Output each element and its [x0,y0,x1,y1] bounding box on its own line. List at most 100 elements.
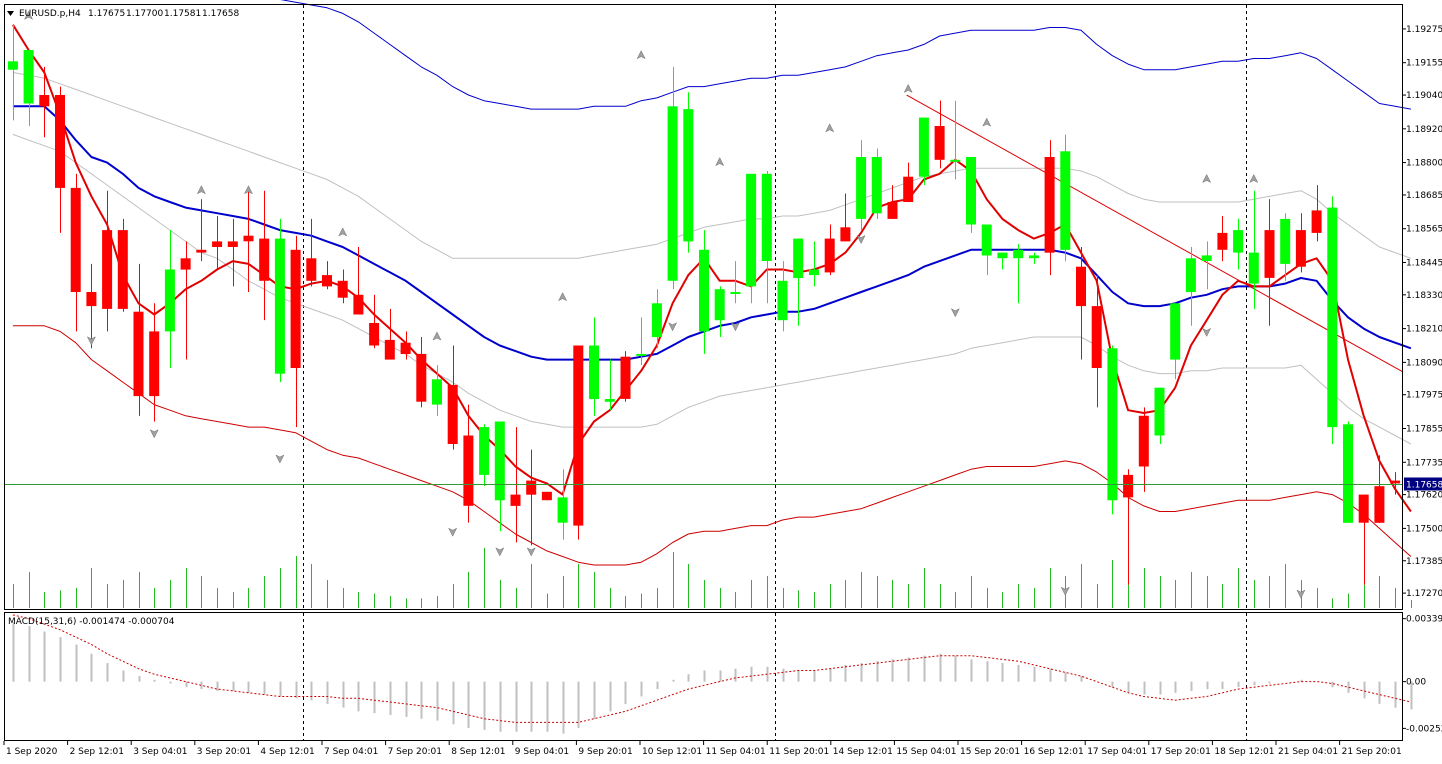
fractal-down-arrow [1296,589,1306,599]
band-lower-inner [12,133,1412,445]
time-tick-label: 16 Sep 12:01 [1024,747,1084,757]
time-tick-label: 18 Sep 12:01 [1214,747,1274,757]
candle-bear [149,331,160,397]
candle-bull [683,109,694,242]
candle-bear [934,126,945,160]
band-lower-outer [12,325,1412,566]
ohlc-high: 1.17700 [126,9,163,19]
candle-bear [117,230,128,309]
fractal-up-arrow [1249,173,1259,184]
candle-bear [887,202,898,219]
time-tick-label: 17 Sep 04:01 [1087,747,1147,757]
candle-bull [557,497,568,523]
candle-bull [1343,424,1353,523]
fractal-up-arrow [715,157,725,167]
macd-tick-label: 0.003395 [1406,615,1442,625]
candle-bear [227,241,238,247]
candle-bear [86,292,97,307]
candle-bear [1076,266,1086,307]
candle-bear [1091,306,1102,368]
current-price-label: 1.17658 [1406,481,1442,491]
candle-bull [714,289,725,321]
price-tick-label: 1.18445 [1406,258,1442,268]
fractal-down-arrow [856,234,866,245]
candle-bull [871,157,882,214]
price-tick-label: 1.17855 [1406,425,1442,435]
fractal-up-arrow [432,331,442,341]
candle-bull [950,159,961,162]
current-price-badge [1404,477,1442,491]
fractal-down-arrow [86,336,96,346]
candle-bull [1060,151,1071,250]
candle-bear [1217,232,1228,250]
fractal-down-arrow [730,322,740,332]
fractal-up-arrow [24,10,34,20]
price-tick-label: 1.18565 [1406,225,1442,235]
candle-bear [180,258,191,270]
fractal-down-arrow [950,308,960,318]
candle-bear [1138,415,1149,467]
candle-bear [384,339,395,360]
candles [7,24,1401,585]
fractal-down-arrow [495,547,505,557]
candle-bull [1107,348,1118,501]
candle-bull [966,157,976,225]
candle-bull [793,238,804,278]
time-tick-label: 15 Sep 20:01 [960,747,1020,757]
candle-bear [39,95,50,107]
fractal-up-arrow [558,292,568,302]
candle-bear [1358,494,1369,523]
time-tick-label: 21 Sep 20:01 [1342,747,1402,757]
candle-bull [23,50,34,104]
time-tick-label: 21 Sep 04:01 [1278,747,1338,757]
ohlc-close: 1.17658 [202,9,239,19]
time-tick-label: 17 Sep 20:01 [1151,747,1211,757]
symbol-dropdown-icon[interactable] [7,11,14,16]
candle-bear [337,280,348,298]
candle-bear [463,435,474,506]
price-tick-label: 1.17385 [1406,557,1442,567]
candle-bear [243,235,254,242]
symbol-header: EURUSD.p,H4 [19,9,81,19]
candle-bull [856,157,867,219]
candle-bull [1154,387,1165,436]
candle-bull [1233,230,1244,253]
candle-bear [290,249,301,368]
price-tick-label: 1.17735 [1406,458,1442,468]
fractal-down-arrow [149,429,159,439]
candle-bear [369,323,380,346]
fractal-up-arrow [196,185,206,195]
candle-bull [1248,252,1259,284]
candle-bull [746,173,757,287]
candle-bear [840,227,851,242]
price-tick-label: 1.17500 [1406,524,1442,534]
ohlc-open: 1.17675 [88,9,125,19]
trend-line [906,94,1404,373]
price-tick-label: 1.19275 [1406,25,1442,35]
candle-bear [447,384,458,444]
candle-bull [918,117,929,177]
candle-bear [541,491,552,501]
fractal-up-arrow [636,50,646,60]
fractal-down-arrow [1202,327,1212,337]
fractal-up-arrow [1202,173,1212,184]
candle-bull [1185,258,1196,293]
candle-bull [1013,249,1024,259]
candle-bull [1170,303,1181,360]
candle-bear [102,230,113,309]
candle-bull [432,379,442,405]
time-tick-label: 2 Sep 12:01 [70,747,124,757]
candle-bear [196,249,207,253]
candle-bear [1311,210,1322,233]
price-tick-label: 1.18330 [1406,291,1442,301]
candle-bull [164,269,175,332]
fractal-up-arrow [243,185,254,195]
candle-bull [7,61,18,70]
fractal-up-arrow [982,117,992,127]
fractal-down-arrow [526,547,536,557]
candle-bull [699,249,709,332]
time-tick-label: 7 Sep 04:01 [324,747,378,757]
trend-line-layer[interactable] [906,94,1404,373]
fractal-down-arrow [668,322,678,332]
